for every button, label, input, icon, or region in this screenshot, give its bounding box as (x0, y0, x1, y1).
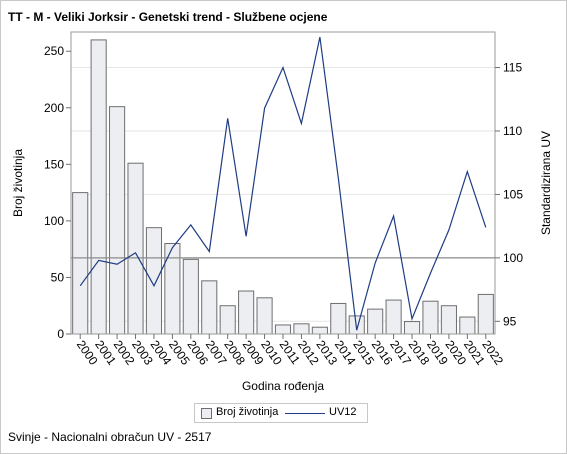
bar (385, 299, 402, 335)
y2-tick-label: 100 (503, 251, 523, 265)
bar (422, 300, 439, 335)
y-tick-label: 50 (51, 270, 65, 284)
legend-bar-label: Broj životinja (216, 406, 279, 418)
bar (293, 323, 310, 335)
series-line-uv12 (79, 36, 487, 331)
bar (367, 308, 384, 335)
footer-note: Svinje - Nacionalni obračun UV - 2517 (8, 430, 212, 444)
chart-title: TT - M - Veliki Jorksir - Genetski trend… (8, 10, 328, 24)
bar (72, 192, 89, 335)
legend-line-swatch (285, 413, 325, 414)
bar (403, 321, 421, 335)
bar (182, 258, 199, 335)
y2-tick-label: 105 (503, 187, 523, 201)
y-tick-label: 150 (44, 157, 64, 171)
bar (256, 297, 273, 335)
bar (440, 305, 457, 335)
chart-legend: Broj životinja UV12 (194, 403, 368, 423)
bar (348, 315, 365, 335)
bar (127, 162, 144, 335)
bar (238, 290, 255, 335)
bar (477, 293, 494, 335)
y2-tick-label: 115 (503, 61, 522, 75)
y-tick-label: 200 (44, 101, 64, 115)
bar (330, 302, 347, 335)
legend-bar-swatch (201, 408, 212, 419)
bar (274, 324, 292, 335)
legend-line-label: UV12 (329, 406, 357, 418)
bar (145, 227, 163, 335)
y2-tick-label: 110 (503, 124, 522, 138)
bar (311, 326, 328, 335)
bar (164, 243, 181, 335)
bar (109, 106, 126, 335)
y-tick-label: 250 (44, 44, 64, 58)
y-tick-label: 100 (44, 214, 64, 228)
x-axis-title: Godina rođenja (242, 379, 324, 393)
bar (201, 280, 218, 335)
y-tick-label: 0 (57, 327, 64, 341)
y2-axis-title: Standardizirana UV (539, 131, 553, 235)
bar (459, 316, 476, 335)
y-axis-title: Broj životinja (11, 149, 25, 217)
bar (90, 39, 107, 335)
bar (219, 305, 236, 335)
y2-tick-label: 95 (503, 314, 517, 328)
